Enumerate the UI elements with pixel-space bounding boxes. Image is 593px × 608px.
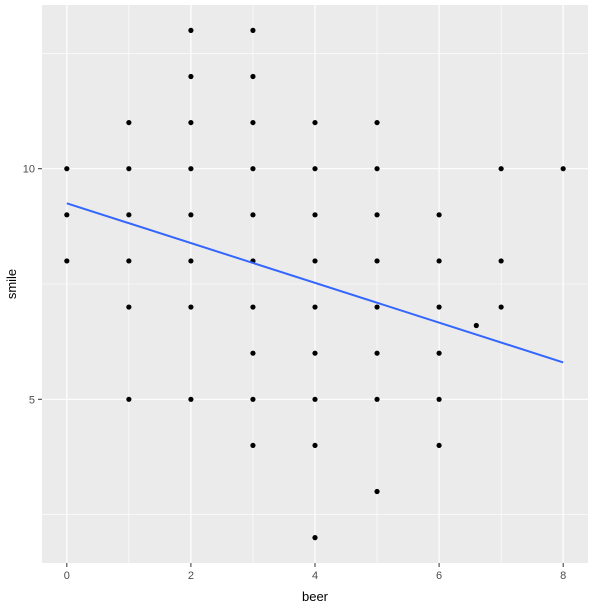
data-point [498, 258, 504, 264]
x-tick-label: 8 [560, 570, 566, 582]
data-point [64, 258, 70, 264]
data-point [374, 488, 380, 495]
data-point [312, 396, 318, 402]
data-point [374, 304, 380, 310]
data-point [436, 212, 442, 218]
data-point [188, 73, 194, 80]
data-point [250, 212, 256, 218]
data-point [250, 27, 256, 33]
data-point [126, 258, 132, 264]
data-point [250, 119, 256, 126]
data-point [126, 304, 132, 310]
x-tick-label: 4 [312, 570, 318, 582]
trend-line [66, 202, 564, 364]
data-point [560, 166, 566, 172]
data-point [312, 212, 318, 218]
data-point [312, 304, 318, 310]
x-axis-title: beer [302, 589, 329, 604]
y-axis-title: smile [4, 269, 19, 299]
data-point [188, 258, 194, 264]
data-point [436, 396, 442, 402]
data-point [312, 442, 318, 449]
data-point [250, 304, 256, 310]
data-point [188, 396, 194, 402]
data-point [436, 350, 442, 356]
data-point [188, 212, 194, 218]
data-point [312, 350, 318, 356]
data-point [188, 304, 194, 310]
data-point [64, 212, 70, 218]
x-tick-label: 0 [64, 570, 70, 582]
data-point [188, 119, 194, 126]
y-axis: 5 10 [23, 164, 42, 406]
data-point [126, 212, 132, 218]
data-point [250, 350, 256, 356]
data-point [250, 396, 256, 402]
data-point [436, 258, 442, 264]
data-point [374, 258, 380, 264]
data-point [312, 535, 318, 541]
data-point [473, 322, 479, 329]
data-point [374, 166, 380, 172]
data-point [250, 442, 256, 449]
data-point [312, 258, 318, 264]
data-point [374, 396, 380, 402]
data-point [498, 304, 504, 310]
data-point [374, 119, 380, 126]
data-point [188, 27, 194, 33]
data-point [374, 350, 380, 356]
data-point [312, 166, 318, 172]
data-point [436, 442, 442, 449]
data-point [126, 166, 132, 172]
data-point [498, 166, 504, 172]
data-point [126, 119, 132, 126]
data-point [312, 119, 318, 126]
data-point [188, 166, 194, 172]
data-point [436, 304, 442, 310]
y-tick-label: 5 [29, 394, 35, 406]
x-tick-label: 6 [436, 570, 442, 582]
data-point [250, 166, 256, 172]
data-points [64, 27, 566, 541]
x-axis: 0 2 4 6 8 [64, 563, 566, 582]
data-point [374, 212, 380, 218]
trend-line-group [66, 202, 564, 364]
data-point [64, 166, 70, 172]
x-tick-label: 2 [188, 570, 194, 582]
data-point [250, 73, 256, 80]
data-point [126, 396, 132, 402]
y-tick-label: 10 [23, 164, 35, 176]
